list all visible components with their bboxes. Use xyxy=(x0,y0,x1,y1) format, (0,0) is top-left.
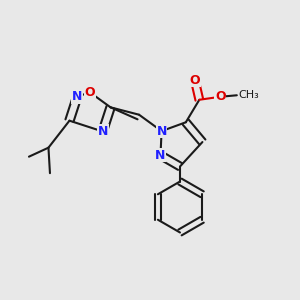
Text: N: N xyxy=(98,125,108,138)
Text: N: N xyxy=(72,90,83,103)
Text: O: O xyxy=(215,90,226,103)
Text: N: N xyxy=(156,124,167,138)
Text: N: N xyxy=(155,149,166,162)
Text: CH₃: CH₃ xyxy=(238,90,259,100)
Text: O: O xyxy=(190,74,200,87)
Text: O: O xyxy=(85,86,95,99)
